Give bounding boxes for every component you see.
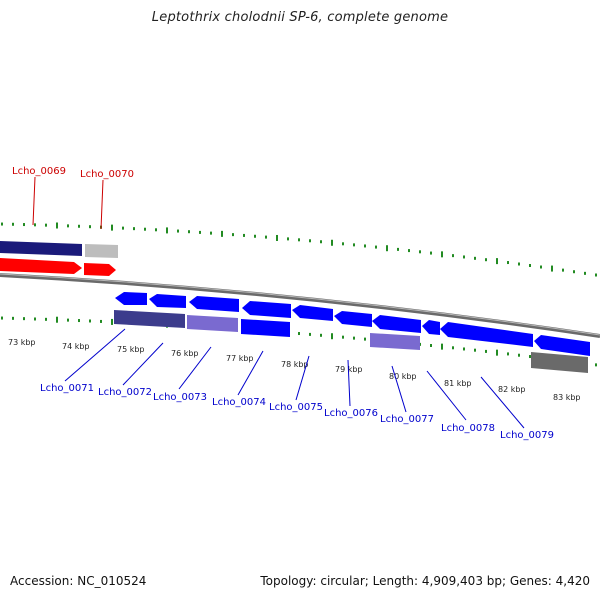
gene-arrow-lcho-0078[interactable] [440,322,533,347]
tick-label: 83 kbp [553,393,581,402]
cog-feature-lcho-0079[interactable] [531,352,588,373]
leader-line [480,376,525,429]
gene-label[interactable]: Lcho_0070 [80,169,134,180]
gene-label[interactable]: Lcho_0078 [441,423,495,434]
tick-label: 80 kbp [389,372,417,381]
tick-label: 82 kbp [498,385,526,394]
gene-label[interactable]: Lcho_0073 [153,392,207,403]
tick-label: 81 kbp [444,379,472,388]
gene-label[interactable]: Lcho_0069 [12,166,66,177]
tick-label: 78 kbp [281,360,309,369]
gene-arrow-lcho-0077[interactable] [372,315,421,333]
gene-arrow-lcho-0078a[interactable] [422,320,440,335]
cog-feature-lcho-0069[interactable] [0,241,82,256]
gene-arrow-lcho-0073[interactable] [189,296,239,312]
leader-line [122,342,164,386]
genome-summary-text: Topology: circular; Length: 4,909,403 bp… [260,574,590,588]
tick-label: 76 kbp [171,349,199,358]
cog-feature-lcho-0070[interactable] [85,244,118,258]
leader-line [100,179,104,230]
gene-label[interactable]: Lcho_0079 [500,430,554,441]
gene-label[interactable]: Lcho_0071 [40,383,94,394]
forward-gene-labels: Lcho_0069 Lcho_0070 [12,166,134,230]
cog-feature-lcho-0073[interactable] [241,319,290,337]
tick-label: 74 kbp [62,342,90,351]
leader-line [178,346,212,390]
leader-line [295,355,310,401]
gene-arrow-lcho-0071[interactable] [115,292,147,305]
gene-label[interactable]: Lcho_0077 [380,414,434,425]
leader-line [64,328,126,382]
map-title: Leptothrix cholodnii SP-6, complete geno… [151,10,449,25]
gene-label[interactable]: Lcho_0074 [212,397,266,408]
reverse-gene-labels: Lcho_0071 Lcho_0072 Lcho_0073 Lcho_0074 Lcho… [40,328,554,441]
leader-line [347,359,351,407]
gene-arrow-lcho-0072[interactable] [149,294,186,308]
leader-line [237,350,264,396]
cog-feature-lcho-0076[interactable] [370,333,420,350]
gene-arrow-lcho-0069[interactable] [0,258,82,274]
leader-line [32,176,36,226]
gene-arrow-lcho-0079[interactable] [534,335,590,356]
gene-arrow-lcho-0075[interactable] [292,305,333,321]
gene-label[interactable]: Lcho_0075 [269,402,323,413]
cog-feature-lcho-0071[interactable] [114,310,185,328]
leader-line [426,370,467,421]
genome-backbone-highlight [0,273,600,336]
tick-label: 73 kbp [8,338,36,347]
cog-feature-lcho-0072[interactable] [187,315,238,332]
genome-backbone [0,273,600,338]
leader-line [391,365,407,413]
gene-arrow-lcho-0074[interactable] [242,301,291,318]
accession-text: Accession: NC_010524 [10,574,147,588]
gene-label[interactable]: Lcho_0076 [324,408,378,419]
tick-label: 77 kbp [226,354,254,363]
gene-label[interactable]: Lcho_0072 [98,387,152,398]
tick-label: 75 kbp [117,345,145,354]
gene-arrow-lcho-0076[interactable] [334,311,372,327]
gene-arrow-lcho-0070[interactable] [84,263,116,276]
